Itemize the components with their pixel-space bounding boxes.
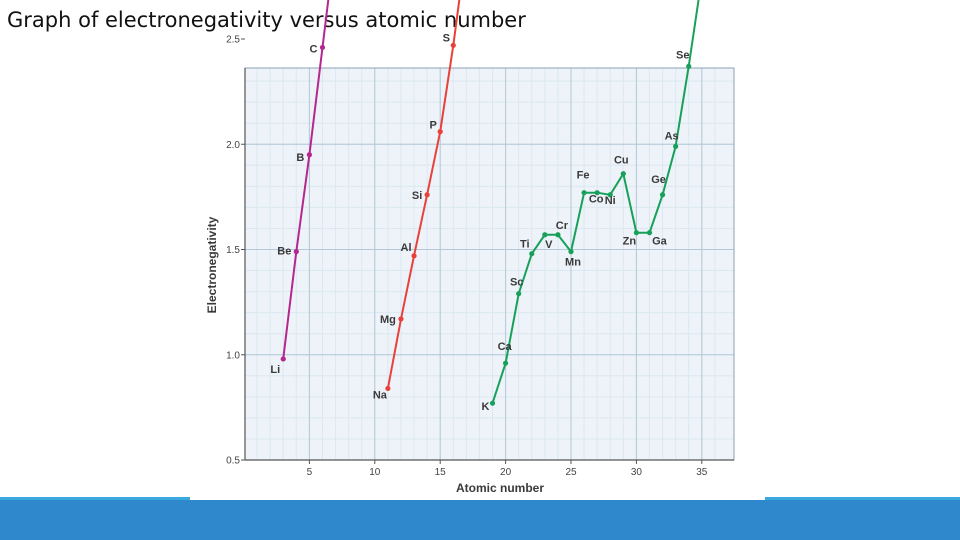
- series-3: KCaScTiVCrMnFeCoNiCuZnGaGeAsSeBr: [482, 0, 700, 413]
- footer-gap: [190, 497, 765, 500]
- point-label: Cr: [556, 220, 569, 232]
- y-axis-label: Electronegativity: [205, 216, 219, 313]
- data-point: [280, 356, 286, 362]
- x-tick-label: 20: [500, 467, 512, 478]
- x-tick-label: 5: [307, 467, 313, 478]
- point-label: Cu: [614, 155, 629, 167]
- data-point: [581, 190, 587, 196]
- y-tick-label: 1.5: [226, 245, 240, 256]
- y-tick-label: 2.0: [226, 140, 240, 151]
- point-label: Mg: [380, 314, 396, 326]
- plot-background: [245, 68, 734, 460]
- y-tick-label: 0.5: [226, 456, 240, 467]
- data-point: [633, 230, 640, 236]
- data-point: [646, 230, 653, 236]
- series-2: NaMgAlSiPSCl: [373, 0, 461, 401]
- point-label: Co: [589, 194, 604, 206]
- point-label: P: [430, 120, 437, 132]
- x-tick-label: 15: [435, 467, 447, 478]
- point-label: Na: [373, 389, 388, 401]
- point-label: C: [310, 43, 318, 55]
- point-label: Si: [412, 190, 422, 202]
- point-label: V: [545, 239, 553, 251]
- point-label: Zn: [623, 236, 637, 248]
- data-point: [555, 232, 561, 238]
- series-1: LiBeBCNOF: [270, 0, 330, 376]
- data-point: [293, 249, 299, 255]
- data-point: [516, 291, 522, 297]
- point-label: Al: [401, 242, 412, 254]
- x-axis-label: Atomic number: [456, 481, 544, 495]
- point-label: Li: [270, 364, 280, 376]
- point-label: Be: [277, 246, 291, 258]
- x-tick-label: 30: [631, 467, 643, 478]
- data-point: [607, 192, 613, 198]
- slide-title: Graph of electronegativity versus atomic…: [7, 8, 526, 32]
- data-point: [620, 171, 626, 177]
- point-label: Sc: [510, 277, 523, 289]
- data-point: [659, 192, 666, 198]
- data-point: [542, 232, 548, 238]
- plot-grid: [244, 67, 735, 461]
- data-point: [385, 385, 391, 392]
- point-label: B: [296, 152, 304, 164]
- data-point: [489, 400, 496, 406]
- point-label: Se: [676, 49, 689, 61]
- point-label: Mn: [565, 257, 581, 269]
- point-label: S: [443, 32, 450, 44]
- data-point: [568, 249, 574, 255]
- y-tick-label: 1.0: [226, 350, 240, 361]
- point-label: Fe: [577, 170, 590, 182]
- data-point: [398, 316, 404, 322]
- point-label: Ni: [605, 195, 616, 207]
- point-label: Ti: [520, 239, 530, 251]
- footer-band: [0, 500, 960, 540]
- data-point: [686, 63, 692, 69]
- data-point: [450, 42, 456, 48]
- data-point: [594, 190, 600, 196]
- x-tick-label: 25: [565, 467, 577, 478]
- point-label: Ge: [651, 174, 666, 186]
- point-label: K: [482, 401, 490, 413]
- x-tick-label: 35: [696, 467, 708, 478]
- data-point: [673, 143, 679, 149]
- data-point: [319, 44, 326, 51]
- y-tick-label: 2.5: [226, 35, 240, 46]
- point-label: Ca: [498, 341, 513, 353]
- point-label: Ga: [652, 236, 668, 248]
- data-point: [529, 251, 535, 257]
- data-point: [424, 192, 430, 198]
- data-point: [437, 129, 443, 135]
- point-label: As: [665, 130, 679, 142]
- data-point: [503, 360, 509, 366]
- data-point: [306, 152, 312, 158]
- x-tick-label: 10: [369, 467, 381, 478]
- data-point: [411, 253, 417, 259]
